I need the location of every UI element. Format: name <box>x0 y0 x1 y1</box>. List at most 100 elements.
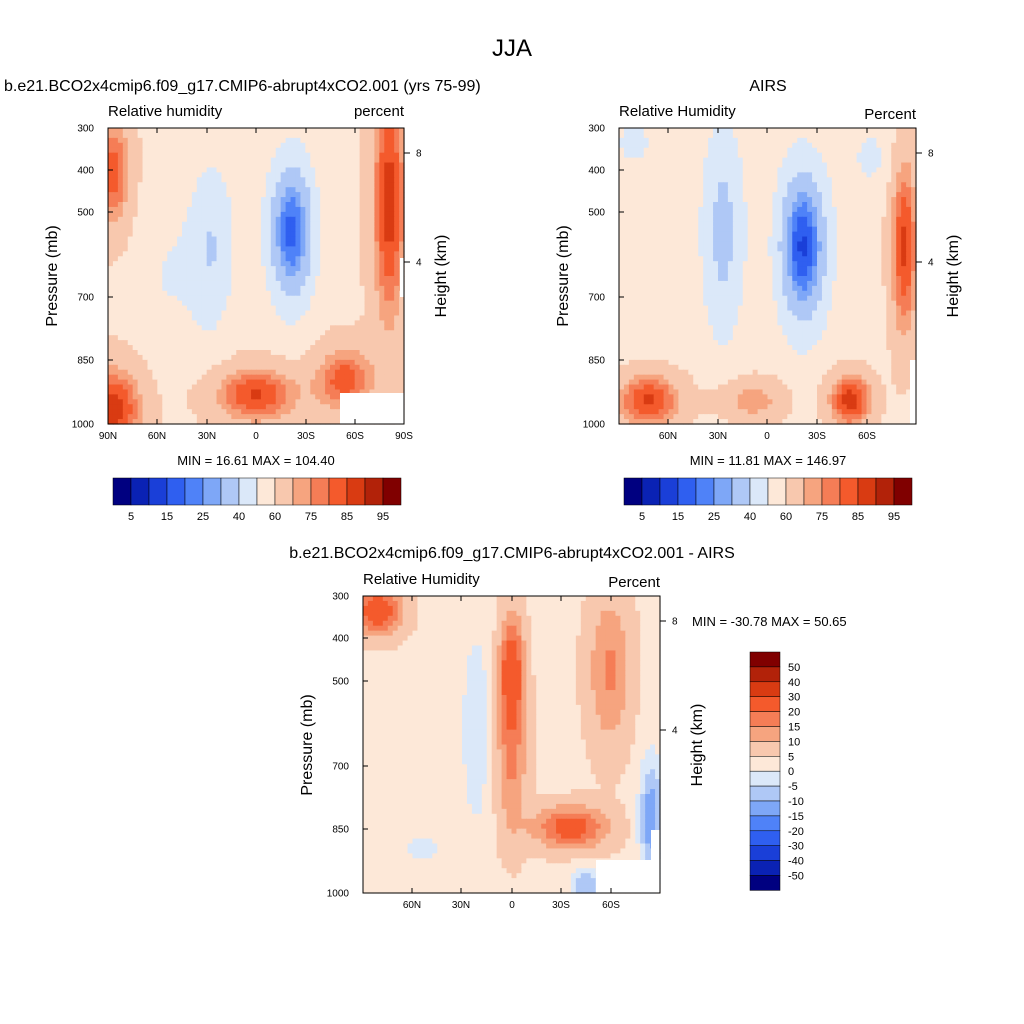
y-tick-label: 850 <box>332 825 349 836</box>
colorbar-label: 5 <box>128 511 134 523</box>
panel3-y2label: Height (km) <box>689 704 706 787</box>
colorbar-label: 15 <box>672 511 684 523</box>
colorbar-swatch <box>875 477 895 506</box>
colorbar-swatch <box>749 681 781 697</box>
colorbar-swatch <box>749 770 781 787</box>
x-tick-label: 60N <box>659 431 677 442</box>
x-tick-label: 30N <box>452 900 470 911</box>
colorbar-label: 95 <box>377 511 389 523</box>
colorbar-swatch <box>677 477 697 506</box>
colorbar-swatch <box>749 830 781 846</box>
colorbar-swatch <box>256 477 276 506</box>
colorbar-swatch <box>749 651 781 668</box>
x-tick-label: 60N <box>148 431 166 442</box>
y2-tick-label: 8 <box>416 149 422 160</box>
x-tick-label: 30S <box>552 900 570 911</box>
y-tick-label: 850 <box>588 356 605 367</box>
panel1-ylabel: Pressure (mb) <box>44 225 61 326</box>
x-tick-label: 60N <box>403 900 421 911</box>
y-tick-label: 400 <box>588 166 605 177</box>
x-tick-label: 60S <box>602 900 620 911</box>
colorbar-label: 95 <box>888 511 900 523</box>
panel3-variable-label: Relative Humidity <box>363 571 480 588</box>
x-tick-label: 30S <box>808 431 826 442</box>
panel2-plot: 300 400 500 700 850 1000 8 4 60N 30N 0 30S 60S <box>583 124 934 443</box>
colorbar-swatch <box>274 477 294 506</box>
x-tick-label: 60S <box>858 431 876 442</box>
colorbar-label: 25 <box>197 511 209 523</box>
panel1-colorbar: 5 15 25 40 60 75 85 95 <box>112 477 402 523</box>
y-tick-label: 400 <box>77 166 94 177</box>
y-tick-label: 300 <box>77 124 94 135</box>
y-tick-label: 700 <box>77 293 94 304</box>
colorbar-label: 50 <box>788 662 800 674</box>
colorbar-label: 20 <box>788 707 800 719</box>
colorbar-swatch <box>749 845 781 861</box>
panel3-title: b.e21.BCO2x4cmip6.f09_g17.CMIP6-abrupt4x… <box>289 545 735 562</box>
y2-tick-label: 8 <box>672 617 678 628</box>
colorbar-swatch <box>893 477 913 506</box>
y-tick-label: 1000 <box>583 420 606 431</box>
panel1-title: b.e21.BCO2x4cmip6.f09_g17.CMIP6-abrupt4x… <box>4 78 481 95</box>
colorbar-swatch <box>749 477 769 506</box>
colorbar-swatch <box>749 711 781 727</box>
colorbar-label: 40 <box>744 511 756 523</box>
colorbar-label: 15 <box>788 722 800 734</box>
colorbar-label: -20 <box>788 826 804 838</box>
colorbar-label: 40 <box>233 511 245 523</box>
x-tick-label: 0 <box>764 431 770 442</box>
colorbar-swatch <box>166 477 186 506</box>
colorbar-label: 10 <box>788 736 800 748</box>
panel1-plot: 300 400 500 700 850 1000 8 4 90N 60N 30N 0 30S 60S 90S <box>72 124 422 443</box>
y-tick-label: 700 <box>332 762 349 773</box>
panel3-ylabel: Pressure (mb) <box>299 694 316 795</box>
y-tick-label: 300 <box>588 124 605 135</box>
colorbar-swatch <box>731 477 751 506</box>
colorbar-swatch <box>749 800 781 817</box>
colorbar-swatch <box>803 477 823 506</box>
colorbar-label: -30 <box>788 841 804 853</box>
colorbar-label: 60 <box>780 511 792 523</box>
panel1-y2label: Height (km) <box>433 235 450 318</box>
panel3-units-label: Percent <box>608 574 661 591</box>
y-tick-label: 300 <box>332 592 349 603</box>
panel2-colorbar: 5 15 25 40 60 75 85 95 <box>623 477 913 523</box>
x-tick-label: 90N <box>99 431 117 442</box>
colorbar-swatch <box>220 477 240 506</box>
x-tick-label: 90S <box>395 431 413 442</box>
colorbar-swatch <box>382 477 402 506</box>
colorbar-label: -5 <box>788 781 798 793</box>
colorbar-swatch <box>857 477 877 506</box>
colorbar-swatch <box>184 477 204 506</box>
colorbar-swatch <box>112 477 132 506</box>
colorbar-label: -40 <box>788 856 804 868</box>
colorbar-label: 85 <box>341 511 353 523</box>
y2-tick-label: 4 <box>416 258 422 269</box>
x-tick-label: 30N <box>198 431 216 442</box>
colorbar-label: 40 <box>788 677 800 689</box>
colorbar-swatch <box>749 785 781 802</box>
colorbar-label: 75 <box>816 511 828 523</box>
y-tick-label: 1000 <box>72 420 95 431</box>
y-tick-label: 850 <box>77 356 94 367</box>
colorbar-label: 30 <box>788 692 800 704</box>
colorbar-swatch <box>821 477 841 506</box>
colorbar-label: 85 <box>852 511 864 523</box>
colorbar-swatch <box>767 477 787 506</box>
y2-tick-label: 4 <box>928 258 934 269</box>
colorbar-label: 75 <box>305 511 317 523</box>
colorbar-swatch <box>839 477 859 506</box>
panel2-units-label: Percent <box>864 106 917 123</box>
colorbar-swatch <box>713 477 733 506</box>
panel2-title: AIRS <box>749 78 786 95</box>
colorbar-swatch <box>749 860 781 876</box>
colorbar-swatch <box>749 815 781 832</box>
panel3-plot: 300 400 500 700 850 1000 8 4 60N 30N 0 30S 60S <box>327 592 678 912</box>
y-tick-label: 1000 <box>327 889 350 900</box>
colorbar-swatch <box>346 477 366 506</box>
colorbar-swatch <box>310 477 330 506</box>
x-tick-label: 30S <box>297 431 315 442</box>
y-tick-label: 500 <box>588 208 605 219</box>
